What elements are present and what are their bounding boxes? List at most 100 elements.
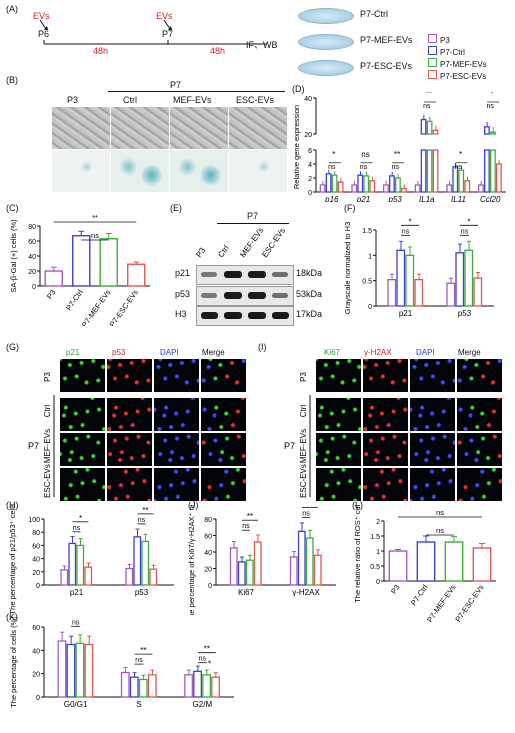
if-image-tile bbox=[457, 433, 502, 466]
g-ch-p21: p21 bbox=[66, 348, 80, 357]
bar bbox=[289, 556, 298, 586]
y-tick-label: 20 bbox=[304, 132, 312, 139]
y-tick-label: 0.5 bbox=[362, 279, 372, 286]
g-ch-merge: Merge bbox=[202, 348, 225, 357]
chart-j: 0 20 40 60 80 The percentage of Ki67/γ-H2AX⁺ … bbox=[187, 505, 336, 615]
g-ch-p53: p53 bbox=[112, 348, 126, 357]
x-tick-label: p53 bbox=[135, 588, 149, 597]
if-image-tile bbox=[316, 398, 361, 431]
sig-label: * bbox=[332, 150, 335, 159]
y-tick-label: 0 bbox=[208, 583, 212, 590]
y-tick-label: 1 bbox=[376, 549, 380, 556]
y-tick-label: 0 bbox=[368, 304, 372, 311]
sig-label: ns bbox=[461, 228, 469, 235]
wb-band-label-h3: H3 bbox=[175, 309, 187, 319]
if-grid-i bbox=[316, 359, 502, 501]
x-tick-label: p21 bbox=[399, 309, 413, 318]
bar bbox=[396, 249, 406, 307]
i-row-p3: P3 bbox=[299, 372, 308, 382]
i-ch-ki67: Ki67 bbox=[324, 348, 341, 357]
b-col-mef: MEF-EVs bbox=[173, 95, 212, 105]
x-tick-label: p53 bbox=[387, 195, 402, 202]
legend-item-p3: P3 bbox=[428, 34, 487, 46]
wb-kda-h3: 17kDa bbox=[296, 309, 323, 319]
sig-label: ns bbox=[135, 657, 143, 664]
if-image-tile bbox=[60, 433, 105, 466]
i-row-mef: MEF-EVs bbox=[299, 429, 308, 463]
y-tick-label: 1.5 bbox=[362, 228, 372, 235]
bar-lower bbox=[420, 149, 427, 193]
i-row-esc: ESC-EVs bbox=[299, 464, 308, 498]
bar bbox=[490, 131, 496, 135]
x-tick-label: γ-H2AX bbox=[292, 588, 320, 597]
bar-lower bbox=[426, 149, 433, 193]
wb-p7-bracket bbox=[217, 223, 289, 224]
sig-label: ns bbox=[402, 228, 410, 235]
sig-label-ns: ns bbox=[455, 164, 463, 171]
panel-label-j: (J) bbox=[188, 500, 199, 510]
sig-label: ** bbox=[92, 213, 98, 222]
timeline-svg bbox=[39, 19, 266, 45]
bar bbox=[464, 249, 474, 307]
wb-p7-header: P7 bbox=[247, 211, 259, 221]
if-image-tile bbox=[316, 468, 361, 501]
dish-icon-ctrl bbox=[298, 8, 354, 24]
wb-band-label-p53: p53 bbox=[175, 289, 191, 299]
time-48h-2: 48h bbox=[210, 46, 226, 56]
if-image-tile bbox=[60, 359, 105, 392]
if-image-tile bbox=[201, 433, 246, 466]
bar bbox=[363, 175, 370, 193]
y-tick-label: 40 bbox=[304, 96, 312, 103]
bar bbox=[76, 544, 85, 586]
bar bbox=[496, 163, 502, 193]
if-image-tile bbox=[457, 359, 502, 392]
sig-label: ** bbox=[247, 512, 253, 521]
bar bbox=[129, 676, 139, 698]
bar-lower bbox=[490, 149, 496, 193]
y-tick-label: 0 bbox=[36, 583, 40, 590]
arrow-head-p6 bbox=[44, 26, 48, 30]
y-tick-label: 60 bbox=[204, 534, 212, 541]
p7-label: P7 bbox=[162, 29, 174, 39]
g-row-esc: ESC-EVs bbox=[43, 464, 52, 498]
bar bbox=[84, 643, 94, 698]
chart-k: 0 20 40 60 The percentage of cells (%) G0/G1 n… bbox=[9, 617, 234, 709]
sig-label: * bbox=[79, 514, 82, 523]
panel-label-e: (E) bbox=[170, 203, 182, 213]
bar bbox=[66, 643, 76, 698]
if-image-tile bbox=[457, 398, 502, 431]
if-image-tile bbox=[60, 468, 105, 501]
bf-image-esc bbox=[229, 107, 287, 149]
bar bbox=[211, 676, 220, 698]
time-48h-1: 48h bbox=[93, 46, 109, 56]
bf-image-ctrl bbox=[111, 107, 169, 149]
sig-label: * bbox=[408, 217, 411, 226]
sig-label: ** bbox=[204, 645, 210, 654]
bar bbox=[383, 184, 389, 193]
sig-label: * bbox=[459, 150, 462, 159]
x-tick-label: G0/G1 bbox=[64, 700, 88, 709]
x-tick-label: p16 bbox=[324, 195, 339, 202]
panel-label-g: (G) bbox=[6, 342, 19, 352]
bar bbox=[149, 568, 158, 586]
sig-label: ns bbox=[199, 656, 207, 663]
chart-f: 0 0.5 1 1.5 Grayscale normalized to H3 p21 ns *… bbox=[343, 217, 494, 318]
sig-label-ns: ns bbox=[328, 164, 336, 171]
bar bbox=[484, 126, 490, 135]
x-tick-label: P3 bbox=[45, 288, 58, 301]
b-p7-bracket bbox=[108, 91, 285, 92]
chart-c: 0 20 40 60 80 SA-β-Gal (+) cells (%) P3 P7-Ctrl… bbox=[9, 213, 150, 326]
bar bbox=[331, 174, 338, 193]
y-tick-label: 0 bbox=[376, 579, 380, 586]
bar bbox=[369, 180, 376, 193]
if-image-tile bbox=[107, 398, 152, 431]
sig-label-ns: ns bbox=[486, 103, 494, 110]
y-tick-label: 1 bbox=[368, 253, 372, 260]
x-tick-label: IL1a bbox=[419, 195, 435, 202]
bar-lower bbox=[484, 149, 490, 193]
sig-label: ** bbox=[142, 506, 148, 515]
g-row-labels: P3 Ctrl MEF-EVs ESC-EVs P7 bbox=[28, 372, 55, 498]
if-image-tile bbox=[107, 359, 152, 392]
x-tick-label: P7-ESC-EVs bbox=[108, 288, 140, 326]
bar bbox=[444, 541, 464, 582]
